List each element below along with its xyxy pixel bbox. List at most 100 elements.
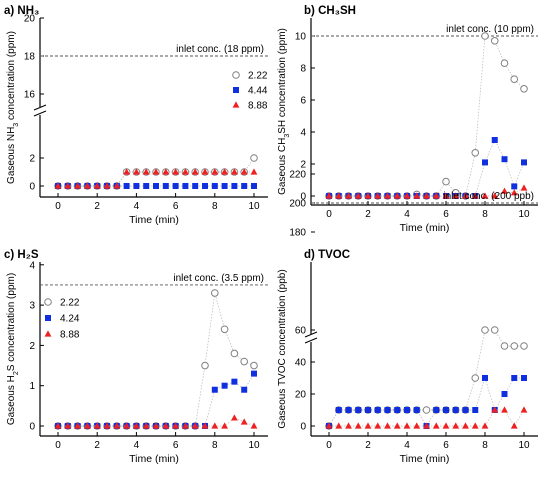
data-point-square	[462, 407, 469, 413]
legend-marker-triangle	[232, 101, 240, 108]
x-tick-label: 6	[173, 440, 179, 451]
data-point-triangle	[201, 422, 209, 429]
y-axis-label-part: 2	[13, 371, 20, 375]
y-tick-label: 1	[29, 381, 35, 392]
data-point-triangle	[250, 422, 258, 429]
x-axis-label: Time (min)	[129, 453, 179, 465]
data-point-triangle	[162, 422, 170, 429]
data-point-square	[413, 407, 420, 413]
y-tick-label: 16	[24, 90, 36, 101]
series-square	[326, 137, 527, 199]
series-triangle	[325, 184, 528, 199]
series-line	[329, 35, 525, 197]
panel-label: c)	[4, 249, 17, 261]
data-point-circle	[481, 32, 489, 40]
x-tick-label: 8	[482, 209, 488, 220]
x-tick-label: 4	[404, 209, 410, 220]
data-point-square	[241, 183, 248, 189]
axis-break-mark	[33, 110, 47, 117]
data-point-square	[443, 407, 449, 413]
axis-break-mark	[304, 337, 318, 344]
data-point-circle	[490, 37, 499, 45]
data-point-triangle	[103, 182, 111, 189]
data-point-circle	[500, 342, 509, 350]
y-tick-label: 18	[24, 52, 36, 63]
y-axis-label-part: Gaseous H	[6, 375, 17, 425]
y-tick-label: 40	[295, 358, 307, 369]
data-point-triangle	[172, 168, 179, 175]
x-tick-label: 10	[248, 440, 260, 451]
data-point-square	[472, 407, 479, 413]
data-point-triangle	[113, 422, 121, 429]
series-triangle	[54, 168, 258, 189]
data-point-triangle	[123, 168, 130, 175]
panel-name: TVOC	[318, 249, 350, 261]
data-point-circle	[500, 59, 509, 68]
y-tick-label: 10	[295, 32, 307, 43]
legend-marker-triangle	[44, 330, 52, 337]
y-tick-label: 200	[289, 199, 306, 210]
data-point-square	[501, 156, 508, 163]
x-tick-label: 0	[326, 440, 332, 451]
data-point-triangle	[403, 422, 411, 429]
data-point-triangle	[240, 418, 248, 425]
legend-marker-circle	[44, 298, 52, 306]
x-tick-label: 0	[55, 201, 61, 212]
inlet-annotation: inlet conc. (200 ppb)	[443, 191, 534, 202]
y-axis-label: Gaseous H2S concentration (ppm)	[6, 273, 20, 425]
data-point-circle	[422, 406, 431, 414]
y-axis-label-part: Gaseous NH	[6, 127, 17, 184]
data-point-triangle	[354, 422, 362, 429]
data-point-square	[491, 137, 498, 143]
data-point-triangle	[335, 192, 343, 199]
series-circle-open	[325, 326, 528, 430]
y-axis-label-part: Gaseous TVOC concentration (ppb)	[277, 269, 288, 428]
data-point-triangle	[335, 422, 343, 429]
x-tick-label: 6	[443, 440, 449, 451]
y-tick-label: 6	[300, 96, 306, 107]
data-point-triangle	[354, 192, 362, 199]
data-point-circle	[481, 326, 489, 334]
y-tick-label: 2	[29, 341, 35, 352]
x-axis-label: Time (min)	[400, 222, 450, 234]
data-point-square	[355, 407, 362, 413]
data-point-triangle	[64, 182, 72, 189]
x-tick-label: 2	[94, 201, 100, 212]
data-point-square	[231, 378, 238, 385]
series-line	[58, 373, 255, 427]
panel-title: d) TVOC	[304, 249, 350, 261]
data-point-triangle	[162, 168, 170, 175]
data-point-circle	[442, 177, 450, 186]
data-point-triangle	[501, 406, 508, 413]
panel-title: b) CH₃SH	[304, 5, 356, 17]
data-point-triangle	[152, 422, 160, 429]
data-point-circle	[230, 349, 239, 358]
x-tick-label: 8	[482, 440, 488, 451]
x-axis-label: Time (min)	[400, 453, 450, 465]
data-point-triangle	[481, 422, 489, 429]
data-point-triangle	[325, 192, 333, 199]
x-tick-label: 0	[55, 440, 61, 451]
data-point-triangle	[221, 422, 228, 429]
series-line	[58, 417, 255, 427]
data-point-circle	[471, 149, 480, 157]
data-point-triangle	[520, 184, 528, 191]
data-point-triangle	[182, 422, 189, 429]
data-point-square	[384, 407, 391, 413]
data-point-triangle	[231, 414, 238, 421]
data-point-square	[231, 183, 238, 189]
legend: 2.22 4.44 8.88	[232, 71, 268, 112]
data-point-triangle	[462, 422, 469, 429]
y-axis-label-part: concentration (ppm)	[6, 31, 17, 123]
data-point-triangle	[384, 192, 391, 199]
data-point-triangle	[211, 168, 219, 175]
y-axis-label-part: 3	[13, 123, 20, 127]
data-point-triangle	[142, 168, 150, 175]
y-axis-label-part: S concentration (ppm)	[6, 273, 17, 371]
data-point-circle	[250, 154, 258, 162]
data-point-square	[511, 183, 518, 190]
data-point-triangle	[64, 422, 72, 429]
series-line	[328, 376, 524, 427]
panel-title: c) H₂S	[4, 249, 39, 261]
y-tick-label: 180	[289, 228, 306, 239]
